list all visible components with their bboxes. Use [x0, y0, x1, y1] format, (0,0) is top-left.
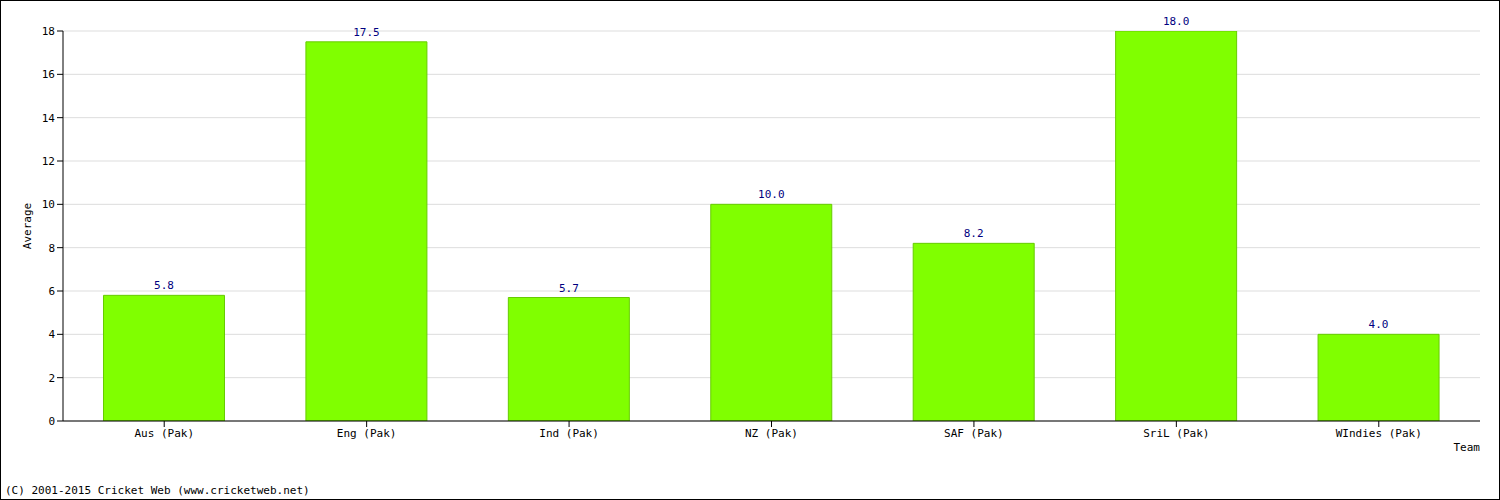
svg-text:14: 14	[42, 112, 56, 125]
svg-text:0: 0	[48, 415, 55, 428]
svg-text:5.8: 5.8	[154, 279, 174, 292]
svg-text:SriL (Pak): SriL (Pak)	[1143, 427, 1209, 440]
svg-text:Average: Average	[21, 203, 34, 249]
svg-text:5.7: 5.7	[559, 282, 579, 295]
svg-text:10: 10	[42, 198, 55, 211]
svg-text:18: 18	[42, 25, 55, 38]
svg-text:Eng (Pak): Eng (Pak)	[337, 427, 397, 440]
html-text:(C) 2001-2015 Cricket Web (www: (C) 2001-2015 Cricket Web (www.cricketwe…	[5, 484, 310, 497]
svg-text:17.5: 17.5	[353, 26, 380, 39]
svg-text:4: 4	[48, 328, 55, 341]
svg-text:10.0: 10.0	[758, 188, 785, 201]
svg-text:Team: Team	[1454, 441, 1481, 454]
svg-text:Aus (Pak): Aus (Pak)	[134, 427, 194, 440]
svg-text:NZ (Pak): NZ (Pak)	[745, 427, 798, 440]
svg-text:4.0: 4.0	[1369, 318, 1389, 331]
svg-text:6: 6	[48, 285, 55, 298]
svg-text:SAF (Pak): SAF (Pak)	[944, 427, 1004, 440]
svg-text:8: 8	[48, 242, 55, 255]
svg-text:2: 2	[48, 372, 55, 385]
svg-text:12: 12	[42, 155, 55, 168]
svg-text:8.2: 8.2	[964, 227, 984, 240]
svg-text:18.0: 18.0	[1163, 15, 1190, 28]
svg-text:WIndies (Pak): WIndies (Pak)	[1336, 427, 1422, 440]
svg-text:Ind (Pak): Ind (Pak)	[539, 427, 599, 440]
svg-text:16: 16	[42, 68, 55, 81]
